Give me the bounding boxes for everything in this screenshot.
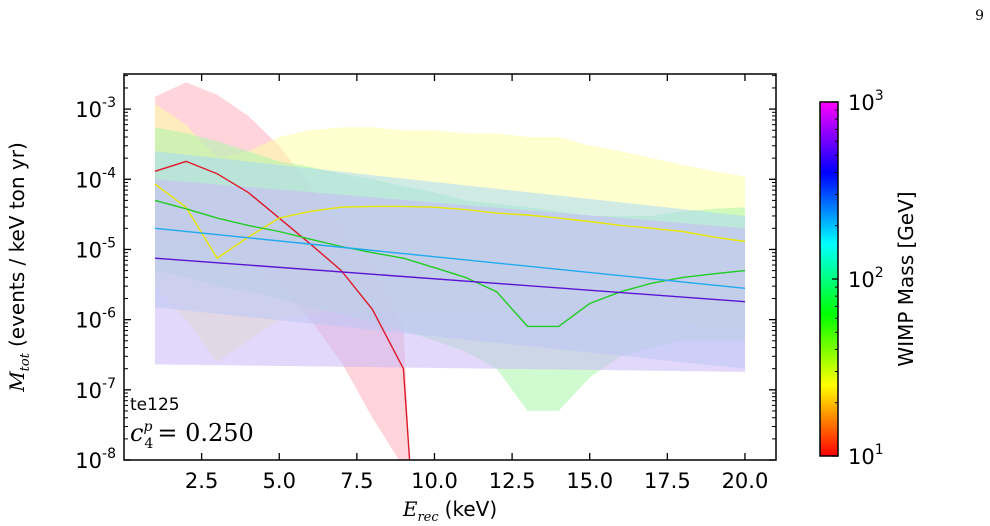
colorbar-tick-label: 101 <box>848 442 884 469</box>
chart-annotation: te125 cp 4 = 0.250 <box>130 395 254 452</box>
x-tick-label: 7.5 <box>340 469 373 493</box>
uncertainty-bands <box>155 82 745 460</box>
colorbar-ticks: 101 102 103 <box>832 88 884 469</box>
y-axis-label: Mtot(events / keV ton yr) <box>5 142 33 393</box>
series-4-band <box>155 179 745 372</box>
y-tick-label: 10-8 <box>75 446 116 473</box>
series-3-line <box>154 227 746 289</box>
colorbar-label: WIMP Mass [GeV] <box>894 191 918 366</box>
annotation-coupling: cp 4 = 0.250 <box>130 419 254 452</box>
y-tick-label: 10-7 <box>75 376 116 403</box>
x-tick-label: 5.0 <box>263 469 296 493</box>
y-tick-label: 10-5 <box>75 235 116 262</box>
series-4-line <box>154 257 746 303</box>
x-tick-label: 12.5 <box>489 469 536 493</box>
series-lines <box>154 160 746 460</box>
x-tick-label: 15.0 <box>566 469 613 493</box>
plot-frame <box>123 73 777 461</box>
colorbar-tick-label: 103 <box>848 88 884 115</box>
y-tick-label: 10-4 <box>75 165 116 192</box>
annotation-target: te125 <box>130 395 180 415</box>
page-number: 9 <box>975 8 984 24</box>
x-axis: 2.5 5.0 7.5 10.0 12.5 15.0 17.5 20.0 <box>185 74 768 493</box>
x-axis-label: Erec (keV) <box>402 497 497 525</box>
series-0-line <box>154 160 411 460</box>
x-tick-label: 17.5 <box>644 469 691 493</box>
x-tick-label: 20.0 <box>722 469 769 493</box>
y-tick-label: 10-3 <box>75 95 116 122</box>
x-tick-label: 2.5 <box>185 469 218 493</box>
colorbar-tick-label: 102 <box>848 265 884 292</box>
series-1-line <box>154 183 746 260</box>
x-tick-label: 10.0 <box>411 469 458 493</box>
series-2-line <box>154 199 746 328</box>
y-axis: 10-8 10-7 10-6 10-5 10-4 10-3 <box>75 75 776 473</box>
y-tick-label: 10-6 <box>75 306 116 333</box>
